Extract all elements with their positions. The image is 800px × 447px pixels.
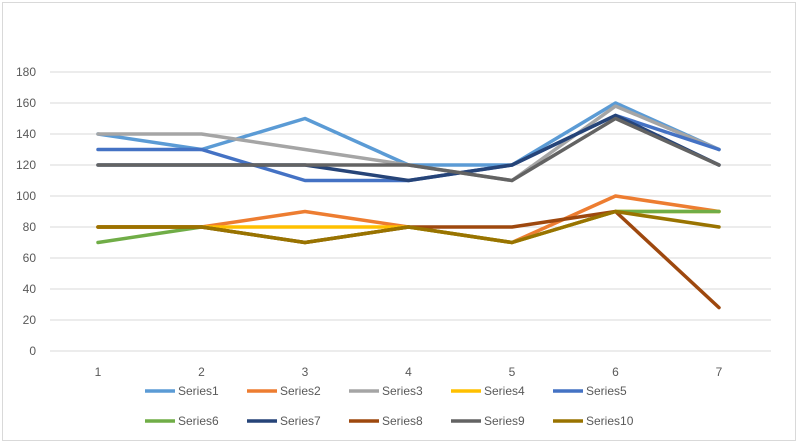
legend-label: Series8 bbox=[382, 414, 423, 428]
y-tick-label: 60 bbox=[23, 251, 37, 265]
y-tick-label: 120 bbox=[16, 158, 36, 172]
y-tick-label: 20 bbox=[23, 313, 37, 327]
legend-label: Series9 bbox=[484, 414, 525, 428]
legend-item-6: Series6 bbox=[145, 414, 219, 428]
x-tick-label: 5 bbox=[509, 365, 516, 379]
y-tick-label: 140 bbox=[16, 127, 36, 141]
y-tick-label: 0 bbox=[29, 344, 36, 358]
legend-label: Series5 bbox=[586, 384, 627, 398]
x-tick-label: 1 bbox=[95, 365, 102, 379]
y-tick-label: 160 bbox=[16, 96, 36, 110]
legend-item-10: Series10 bbox=[553, 414, 634, 428]
legend-item-4: Series4 bbox=[451, 384, 525, 398]
legend: Series1 Series2 Series3 Series4 Series5 Serie… bbox=[145, 384, 634, 428]
legend-label: Series7 bbox=[280, 414, 321, 428]
legend-label: Series1 bbox=[178, 384, 219, 398]
y-tick-label: 40 bbox=[23, 282, 37, 296]
x-tick-label: 2 bbox=[198, 365, 205, 379]
series-line-5 bbox=[96, 113, 721, 183]
legend-label: Series6 bbox=[178, 414, 219, 428]
series-line-10 bbox=[96, 209, 721, 245]
legend-item-7: Series7 bbox=[247, 414, 321, 428]
legend-item-5: Series5 bbox=[553, 384, 627, 398]
x-tick-label: 4 bbox=[405, 365, 412, 379]
x-tick-label: 7 bbox=[716, 365, 723, 379]
legend-item-8: Series8 bbox=[349, 414, 423, 428]
y-axis: 0 20 40 60 80 100 120 140 160 180 bbox=[16, 65, 36, 358]
legend-item-2: Series2 bbox=[247, 384, 321, 398]
x-axis: 1 2 3 4 5 6 7 bbox=[95, 365, 723, 379]
series-line-9 bbox=[96, 116, 721, 183]
line-chart: 0 20 40 60 80 100 120 140 160 180 1 2 3 4 5 6 7 Series1… bbox=[16, 65, 771, 428]
chart-area: 0 20 40 60 80 100 120 140 160 180 1 2 3 4 5 6 7 Series1… bbox=[2, 2, 796, 441]
legend-label: Series4 bbox=[484, 384, 525, 398]
legend-label: Series3 bbox=[382, 384, 423, 398]
legend-label: Series10 bbox=[586, 414, 634, 428]
legend-item-9: Series9 bbox=[451, 414, 525, 428]
legend-label: Series2 bbox=[280, 384, 321, 398]
y-tick-label: 100 bbox=[16, 189, 36, 203]
legend-item-3: Series3 bbox=[349, 384, 423, 398]
x-tick-label: 6 bbox=[612, 365, 619, 379]
x-tick-label: 3 bbox=[302, 365, 309, 379]
series-lines bbox=[96, 101, 721, 310]
y-tick-label: 180 bbox=[16, 65, 36, 79]
legend-item-1: Series1 bbox=[145, 384, 219, 398]
y-tick-label: 80 bbox=[23, 220, 37, 234]
